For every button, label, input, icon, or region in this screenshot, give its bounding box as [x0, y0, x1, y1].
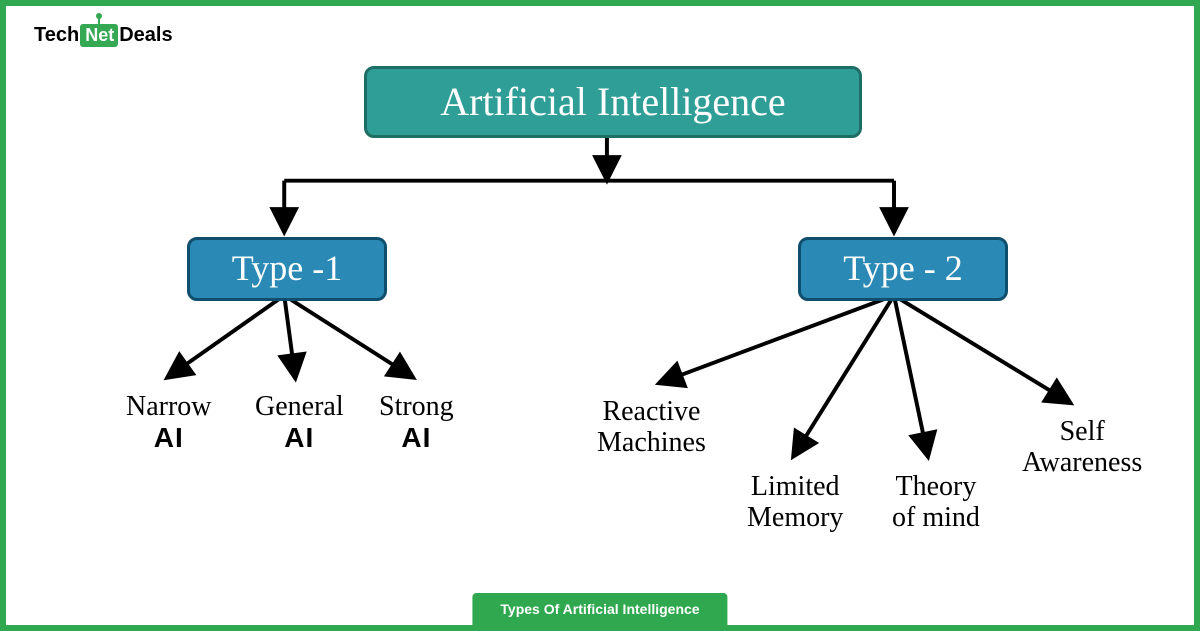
- type1-label: Type -1: [232, 249, 342, 289]
- frame: Tech Net Deals Artificial Intelligence T…: [0, 0, 1200, 631]
- caption-text: Types Of Artificial Intelligence: [500, 601, 699, 617]
- type2-leaf: Limited Memory: [747, 472, 843, 534]
- type2-node: Type - 2: [798, 237, 1008, 301]
- root-node: Artificial Intelligence: [364, 66, 862, 138]
- type1-leaf: GeneralAI: [255, 392, 344, 455]
- caption: Types Of Artificial Intelligence: [472, 593, 727, 625]
- type1-node: Type -1: [187, 237, 387, 301]
- type2-label: Type - 2: [843, 249, 962, 289]
- type1-leaf: NarrowAI: [126, 392, 212, 455]
- type2-leaf: Theory of mind: [892, 472, 980, 534]
- type2-leaf: Reactive Machines: [597, 397, 706, 459]
- diagram-canvas: Artificial Intelligence Type -1 Type - 2…: [12, 12, 1188, 619]
- root-label: Artificial Intelligence: [440, 80, 785, 124]
- type2-leaf: Self Awareness: [1022, 417, 1142, 479]
- type1-leaf: StrongAI: [379, 392, 454, 455]
